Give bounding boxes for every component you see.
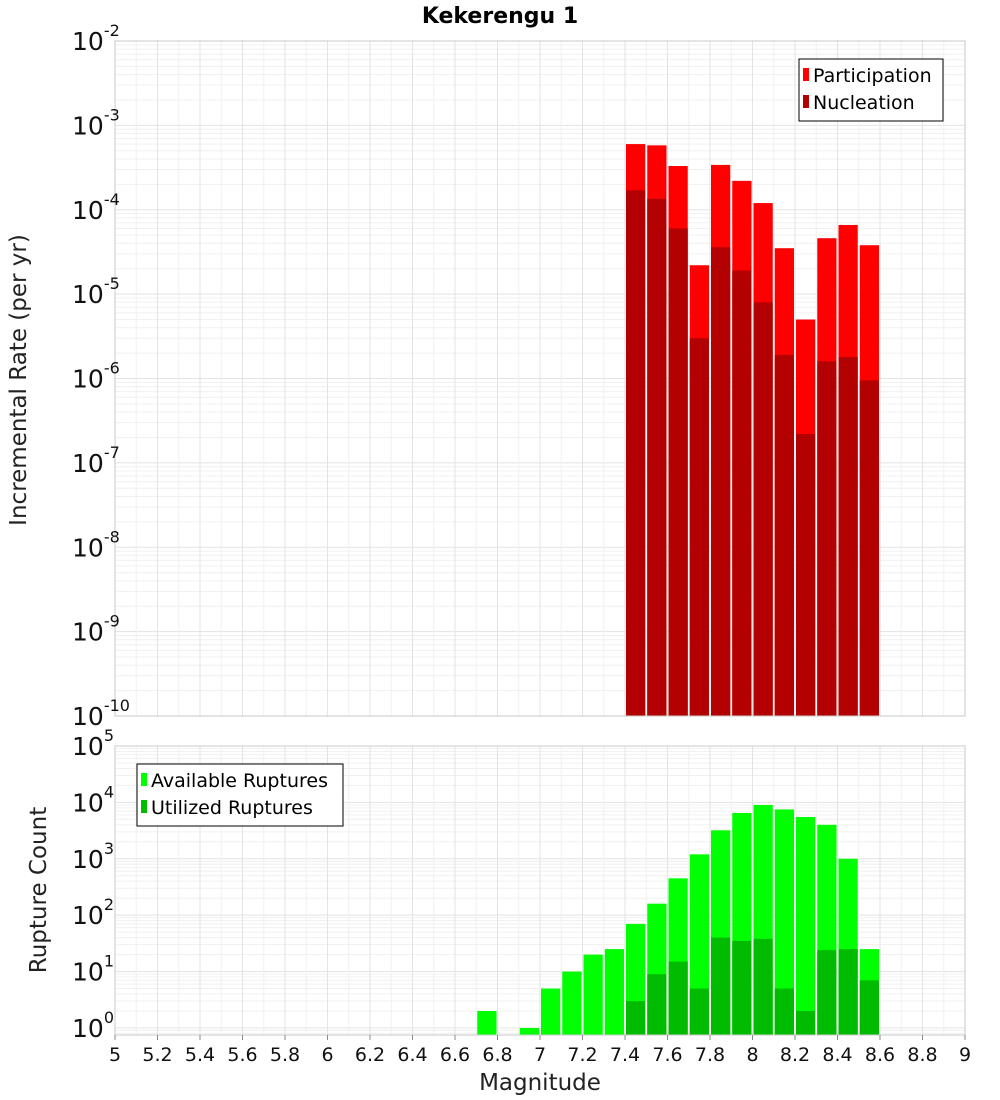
count-y-ticks: 100 101 102 103 104 105 [72, 726, 114, 1043]
count-legend-label: Utilized Ruptures [151, 797, 313, 819]
count-bar [519, 1027, 539, 1035]
count-legend: Available Ruptures Utilized Ruptures [136, 763, 344, 827]
rate-plot: 10-10 10-9 10-8 10-7 10-6 10-5 10-4 10-3 10-2 Par… [72, 21, 966, 731]
rate-y-tick-label: 10-3 [72, 105, 120, 140]
rate-legend: Participation Nucleation [798, 58, 944, 122]
count-series-1 [626, 937, 879, 1035]
rate-y-tick-label: 10-7 [72, 443, 120, 478]
count-legend-swatch [141, 773, 147, 786]
x-tick-label: 5.2 [142, 1044, 172, 1066]
count-bar [774, 988, 794, 1035]
count-y-tick-label: 100 [72, 1008, 114, 1043]
count-y-tick-label: 104 [72, 782, 114, 817]
count-legend-swatch [141, 800, 147, 813]
count-bar [796, 817, 816, 1035]
rate-y-tick-label: 10-10 [72, 696, 130, 731]
x-tick-label: 5.6 [227, 1044, 257, 1066]
rate-bar [689, 338, 709, 716]
x-tick-label: 8.8 [907, 1044, 937, 1066]
count-bar [562, 971, 582, 1035]
count-bar [647, 974, 667, 1035]
count-bar [626, 1001, 646, 1035]
count-bar [796, 1010, 816, 1035]
count-legend-label: Available Ruptures [151, 770, 328, 792]
x-ticks: 5 5.2 5.4 5.6 5.8 6 6.2 6.4 6.6 6.8 7 7.2 7.4 7.6 7.8 8… [109, 1035, 971, 1066]
x-tick-label: 5.4 [185, 1044, 215, 1066]
rate-bar [626, 190, 646, 716]
x-tick-label: 6.6 [440, 1044, 470, 1066]
rate-grid [114, 40, 966, 717]
chart-title: Kekerengu 1 [422, 4, 578, 29]
x-tick-label: 5 [109, 1044, 121, 1066]
x-tick-label: 8.4 [822, 1044, 852, 1066]
x-tick-label: 6.8 [482, 1044, 512, 1066]
x-tick-label: 9 [959, 1044, 971, 1066]
count-bar [753, 938, 773, 1035]
rate-y-tick-label: 10-9 [72, 612, 120, 647]
count-bar [583, 954, 603, 1035]
rate-y-tick-label: 10-8 [72, 527, 120, 562]
rate-y-tick-label: 10-4 [72, 190, 120, 225]
x-tick-label: 8 [746, 1044, 758, 1066]
count-bar [838, 949, 858, 1035]
x-tick-label: 6.4 [397, 1044, 427, 1066]
rate-bar [732, 270, 752, 716]
rate-bar [753, 302, 773, 716]
rate-y-tick-label: 10-6 [72, 359, 120, 394]
count-bar [541, 988, 561, 1035]
x-tick-label: 7.8 [695, 1044, 725, 1066]
rate-bar [838, 356, 858, 716]
count-bar [689, 988, 709, 1035]
count-y-tick-label: 103 [72, 839, 114, 874]
count-y-tick-label: 101 [72, 952, 114, 987]
rate-legend-swatch [803, 68, 809, 81]
rupture-count-plot: 100 101 102 103 104 105 5 5.2 5.4 5.6 5.8 6 6.2 6.4 6.… [72, 726, 971, 1066]
x-axis-label: Magnitude [479, 1070, 601, 1096]
count-bar [711, 937, 731, 1035]
rate-y-tick-label: 10-2 [72, 21, 120, 56]
x-tick-label: 7 [534, 1044, 546, 1066]
rate-bar [796, 433, 816, 716]
count-y-tick-label: 102 [72, 895, 114, 930]
x-tick-label: 7.2 [567, 1044, 597, 1066]
x-tick-label: 5.8 [270, 1044, 300, 1066]
count-bar [477, 1010, 497, 1035]
x-tick-label: 7.4 [610, 1044, 640, 1066]
count-bar [859, 980, 879, 1035]
x-tick-label: 6 [321, 1044, 333, 1066]
count-bar [732, 940, 752, 1035]
rate-bar [859, 380, 879, 716]
count-y-tick-label: 105 [72, 726, 114, 761]
rate-legend-label: Nucleation [813, 92, 915, 114]
x-tick-label: 6.2 [355, 1044, 385, 1066]
rate-bar [817, 361, 837, 716]
rate-legend-swatch [803, 95, 809, 108]
x-tick-label: 7.6 [652, 1044, 682, 1066]
x-tick-label: 8.2 [780, 1044, 810, 1066]
rate-y-ticks: 10-10 10-9 10-8 10-7 10-6 10-5 10-4 10-3 10-2 [72, 21, 130, 731]
count-bar [774, 809, 794, 1035]
rate-bar [647, 198, 667, 717]
count-bar [668, 961, 688, 1035]
rate-bar [668, 228, 688, 716]
count-bar [604, 949, 624, 1035]
count-bar [817, 950, 837, 1035]
bottom-y-axis-label: Rupture Count [26, 807, 52, 973]
rate-legend-label: Participation [813, 65, 932, 87]
x-tick-label: 8.6 [865, 1044, 895, 1066]
rate-bar [711, 247, 731, 716]
rate-y-tick-label: 10-5 [72, 274, 120, 309]
rate-series-1 [626, 190, 879, 717]
rate-bar [774, 354, 794, 716]
top-y-axis-label: Incremental Rate (per yr) [6, 234, 32, 526]
